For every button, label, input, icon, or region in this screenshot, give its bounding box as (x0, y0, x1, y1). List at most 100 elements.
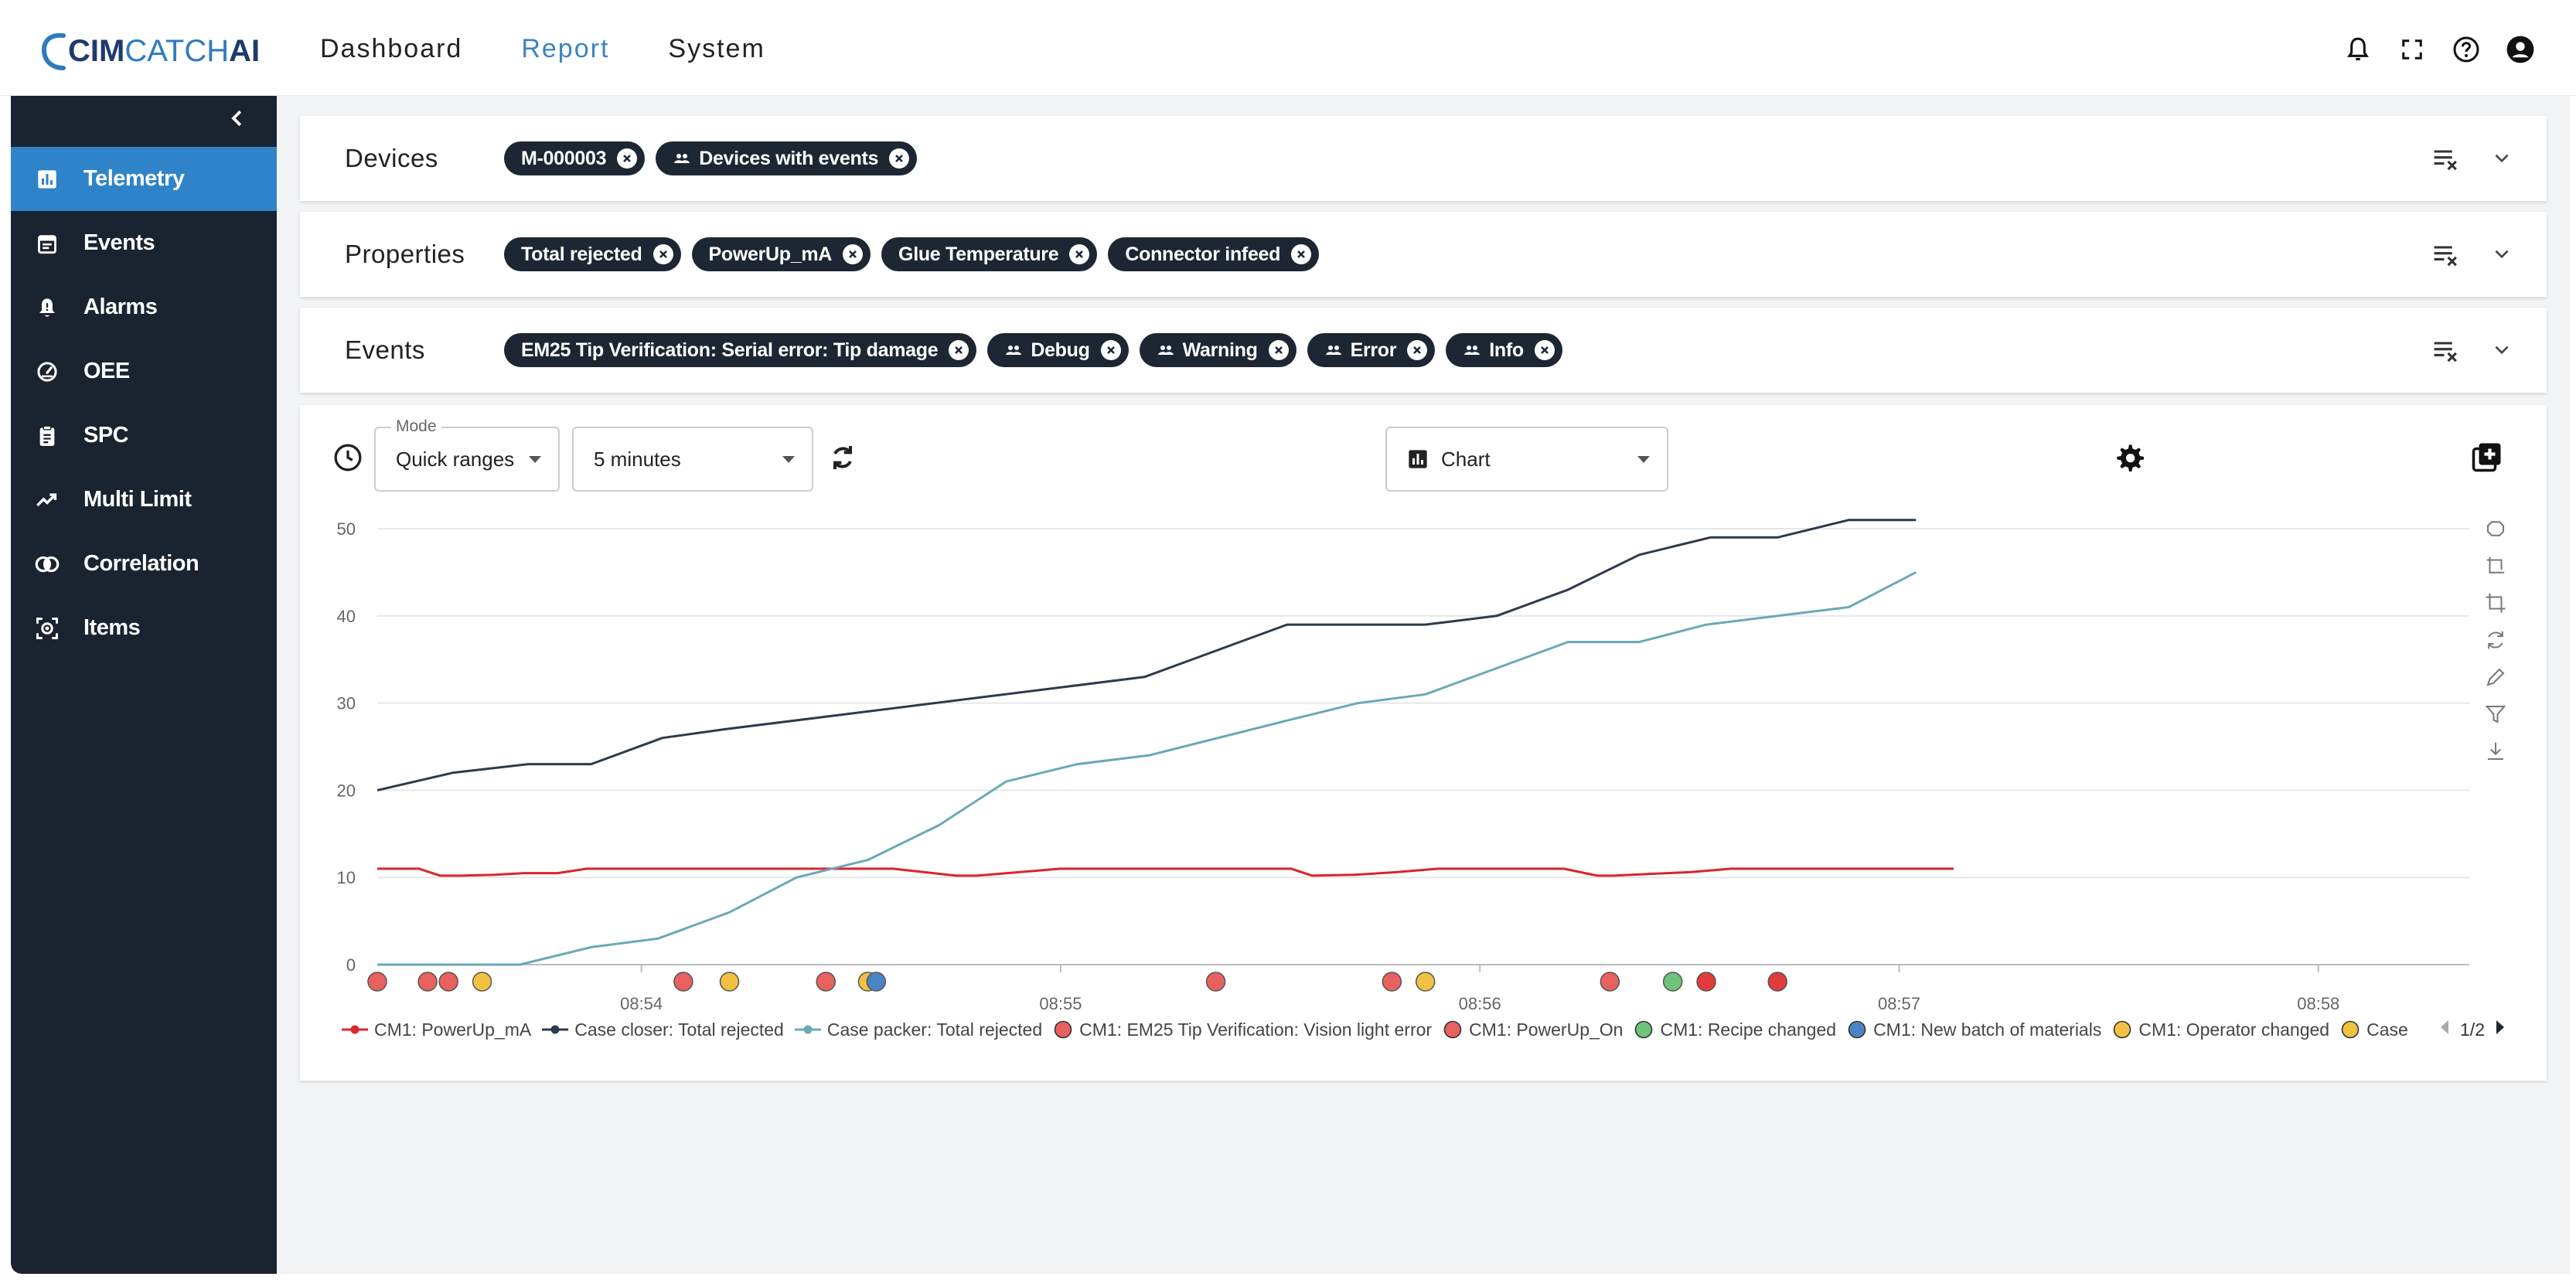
properties-filter-panel[interactable]: Properties Total rejected PowerUp_mA Glu… (300, 212, 2547, 297)
filter-chip[interactable]: M-000003 (504, 141, 646, 175)
series-line[interactable] (377, 867, 1954, 877)
correlation-icon (34, 551, 60, 577)
sidebar-item-events[interactable]: Events (11, 211, 277, 275)
remove-chip-icon[interactable] (1100, 340, 1121, 360)
range-select[interactable]: 5 minutes (572, 427, 813, 492)
zoom-select-icon[interactable] (2482, 515, 2510, 543)
mode-select[interactable]: Mode Quick ranges (374, 417, 560, 492)
legend-item[interactable]: CM1: Operator changed (2112, 1020, 2329, 1040)
collapse-sidebar-icon[interactable] (226, 107, 249, 130)
series-line[interactable] (377, 571, 1917, 966)
legend-item[interactable]: CM1: PowerUp_On (1443, 1020, 1623, 1040)
sidebar-item-spc[interactable]: SPC (11, 403, 277, 468)
legend-item[interactable]: Case (2340, 1020, 2408, 1040)
event-marker[interactable] (673, 972, 693, 992)
gear-icon[interactable] (2114, 442, 2145, 473)
event-marker[interactable] (417, 972, 438, 992)
sidebar-item-telemetry[interactable]: Telemetry (11, 147, 277, 211)
event-marker[interactable] (1600, 972, 1620, 992)
help-icon[interactable] (2451, 34, 2482, 65)
remove-chip-icon[interactable] (653, 244, 673, 264)
event-marker[interactable] (1696, 972, 1716, 992)
view-select[interactable]: Chart (1385, 427, 1668, 492)
download-icon[interactable] (2482, 737, 2510, 765)
filter-chip[interactable]: EM25 Tip Verification: Serial error: Tip… (504, 333, 977, 367)
sidebar-item-multi-limit[interactable]: Multi Limit (11, 468, 277, 532)
legend-dot-symbol (1848, 1020, 1866, 1039)
legend-item[interactable]: CM1: New batch of materials (1847, 1020, 2101, 1040)
filter-chip[interactable]: PowerUp_mA (691, 237, 871, 271)
event-marker[interactable] (816, 972, 836, 992)
remove-chip-icon[interactable] (1268, 340, 1289, 360)
remove-chip-icon[interactable] (1534, 340, 1555, 360)
legend-page-indicator: 1/2 (2460, 1019, 2485, 1040)
legend-item[interactable]: Case closer: Total rejected (542, 1020, 784, 1040)
sidebar-item-correlation[interactable]: Correlation (11, 532, 277, 596)
sidebar-item-label: OEE (83, 359, 130, 383)
event-marker[interactable] (1415, 972, 1436, 992)
reset-icon[interactable] (2482, 626, 2510, 654)
legend-item[interactable]: Case packer: Total rejected (794, 1020, 1042, 1040)
clear-filters-icon[interactable] (2431, 143, 2462, 174)
remove-chip-icon[interactable] (843, 244, 864, 264)
chevron-down-icon[interactable] (2486, 143, 2517, 174)
clear-filters-icon[interactable] (2431, 239, 2462, 270)
remove-chip-icon[interactable] (949, 340, 969, 360)
filter-chip[interactable]: Debug (987, 333, 1129, 367)
legend-line-symbol (794, 1025, 821, 1034)
remove-chip-icon[interactable] (617, 148, 638, 169)
event-marker[interactable] (472, 972, 492, 992)
refresh-icon[interactable] (827, 442, 858, 473)
legend-item[interactable]: CM1: EM25 Tip Verification: Vision light… (1053, 1020, 1432, 1040)
legend-item[interactable]: CM1: PowerUp_mA (342, 1020, 531, 1040)
fullscreen-icon[interactable] (2397, 34, 2428, 65)
legend-item[interactable]: CM1: Recipe changed (1634, 1020, 1836, 1040)
legend-prev-icon[interactable] (2438, 1019, 2451, 1040)
nav-report[interactable]: Report (521, 34, 610, 63)
devices-filter-panel[interactable]: Devices M-000003 Devices with events (300, 116, 2547, 201)
sidebar-item-oee[interactable]: OEE (11, 339, 277, 403)
zoom-back-icon[interactable] (2482, 552, 2510, 580)
event-marker[interactable] (367, 972, 387, 992)
sidebar-item-alarms[interactable]: Alarms (11, 275, 277, 339)
filter-chip[interactable]: Warning (1139, 333, 1297, 367)
y-tick-label: 30 (337, 694, 356, 713)
chevron-down-icon[interactable] (2486, 239, 2517, 270)
nav-dashboard[interactable]: Dashboard (320, 34, 463, 63)
event-marker[interactable] (438, 972, 458, 992)
clock-icon[interactable] (332, 442, 363, 473)
filter-chip[interactable]: Info (1446, 333, 1562, 367)
sidebar-item-items[interactable]: Items (11, 596, 277, 660)
remove-chip-icon[interactable] (1407, 340, 1428, 360)
event-marker[interactable] (1382, 972, 1402, 992)
chevron-down-icon[interactable] (2486, 335, 2517, 366)
logo[interactable]: CIMCATCHAI (40, 29, 260, 73)
panel-tools (2431, 239, 2517, 270)
event-marker[interactable] (866, 972, 887, 992)
remove-chip-icon[interactable] (1291, 244, 1312, 264)
remove-chip-icon[interactable] (889, 148, 910, 169)
remove-chip-icon[interactable] (1069, 244, 1090, 264)
chip-label: Info (1489, 339, 1524, 361)
telemetry-chart[interactable]: 0 10 20 30 40 50 08:54 08:55 08:56 08:57 08:58 (300, 405, 2547, 1081)
events-filter-panel[interactable]: Events EM25 Tip Verification: Serial err… (300, 308, 2547, 393)
crop-icon[interactable] (2482, 589, 2510, 617)
event-marker[interactable] (1205, 972, 1226, 992)
bell-icon[interactable] (2343, 34, 2373, 65)
event-marker[interactable] (1662, 972, 1683, 992)
filter-chip[interactable]: Connector infeed (1108, 237, 1320, 271)
filter-chip[interactable]: Error (1307, 333, 1436, 367)
filter-chip[interactable]: Devices with events (656, 141, 918, 175)
filter-icon[interactable] (2482, 700, 2510, 728)
event-marker[interactable] (1767, 972, 1787, 992)
filter-chip[interactable]: Glue Temperature (881, 237, 1098, 271)
brush-icon[interactable] (2482, 663, 2510, 691)
nav-system[interactable]: System (668, 34, 765, 63)
clear-filters-icon[interactable] (2431, 335, 2462, 366)
series-line[interactable] (377, 519, 1917, 791)
event-marker[interactable] (719, 972, 740, 992)
filter-chip[interactable]: Total rejected (504, 237, 681, 271)
add-chart-icon[interactable] (2471, 441, 2503, 473)
legend-next-icon[interactable] (2494, 1019, 2506, 1040)
account-icon[interactable] (2505, 34, 2536, 65)
